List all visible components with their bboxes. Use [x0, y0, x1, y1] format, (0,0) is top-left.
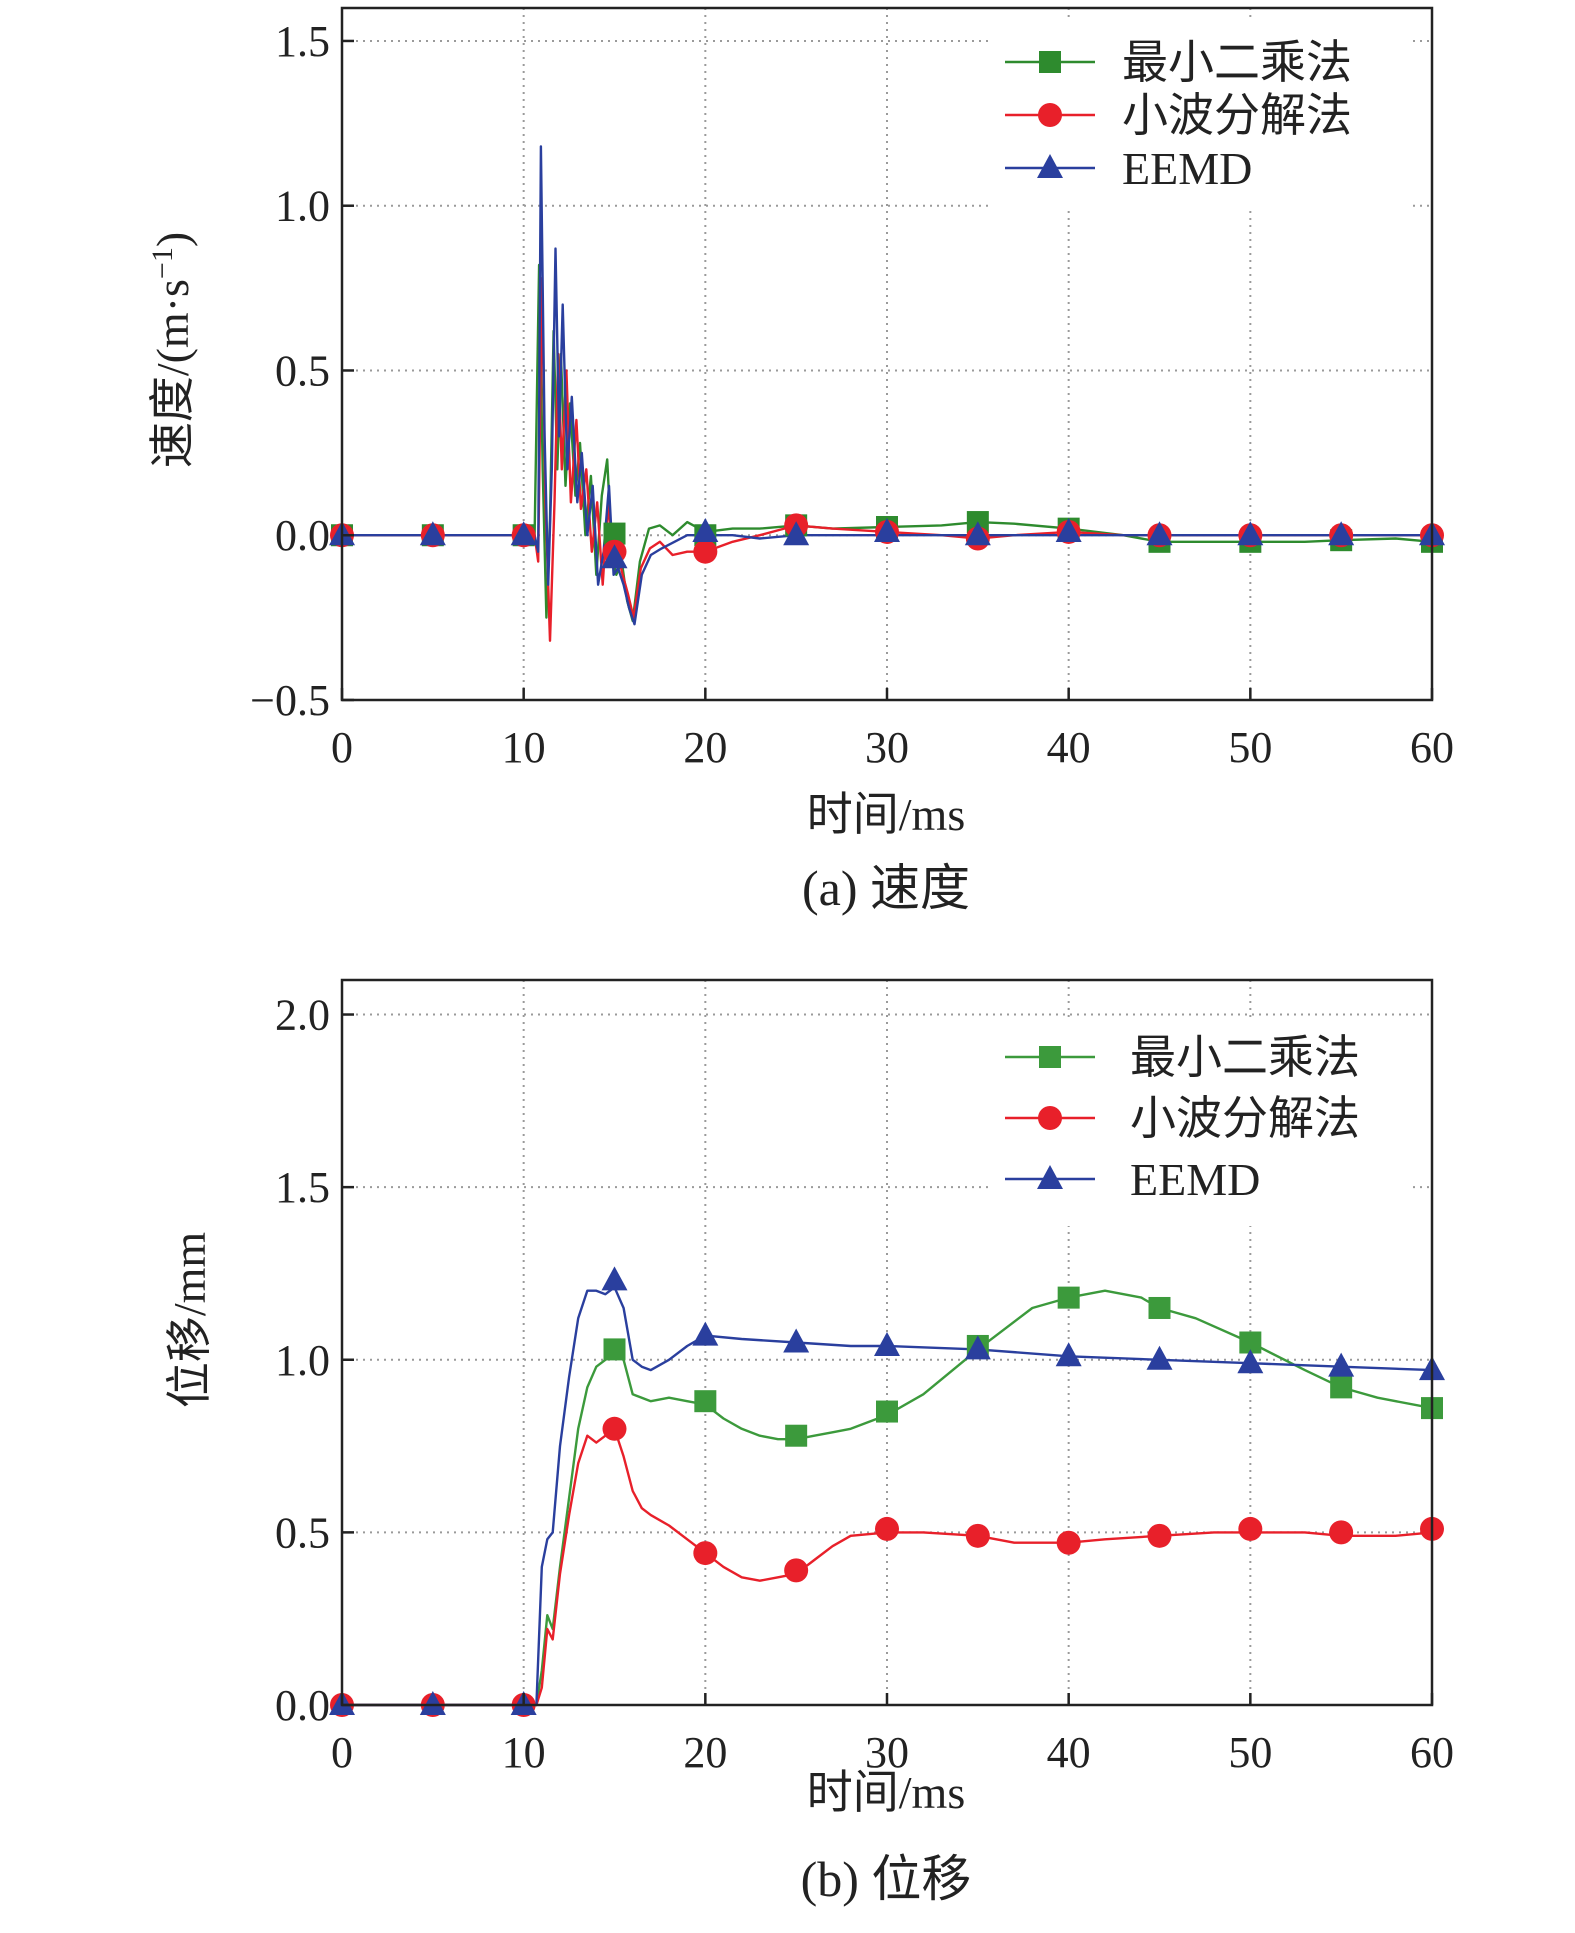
- series-3-marker: [510, 521, 537, 546]
- y-axis-title-exponent: −1: [146, 247, 179, 279]
- y-tick-label: 1.0: [275, 1336, 330, 1385]
- series-1-marker: [1148, 1296, 1171, 1319]
- series-line-2: [342, 1427, 1433, 1707]
- displacement-chart-panel: 0 10 20 30 40 50 60 0.0 0.5 1.0 1.5 2.0 最小二乘法小波分解法 E…: [0, 960, 1575, 1928]
- x-axis-title: 时间/ms: [807, 1767, 965, 1818]
- legend-label-2: 小波分解法: [1122, 90, 1352, 141]
- x-tick-label: 50: [1228, 723, 1272, 772]
- series-2-marker: [1329, 1520, 1354, 1545]
- series-1-marker: [603, 522, 626, 545]
- series-line-3: [342, 1286, 1433, 1707]
- series-1-marker: [785, 1424, 808, 1447]
- x-tick-label: 0: [331, 1728, 353, 1777]
- series-2-marker: [1056, 1530, 1081, 1555]
- legend-marker-2: [1038, 103, 1062, 127]
- x-tick-label: 20: [683, 1728, 727, 1777]
- x-tick-label: 10: [502, 723, 546, 772]
- series-3-marker: [874, 1331, 900, 1356]
- legend-label-3: EEMD: [1130, 1154, 1260, 1205]
- y-tick-label: 1.5: [275, 1163, 330, 1212]
- series-3-marker: [874, 517, 900, 542]
- series-3-marker: [1237, 521, 1264, 546]
- y-axis-title: 位移/mm: [164, 1232, 215, 1409]
- y-tick-label: 2.0: [275, 991, 330, 1040]
- series-2-marker: [693, 1541, 718, 1566]
- x-tick-label: 20: [683, 723, 727, 772]
- series-3-marker: [601, 544, 628, 569]
- series-2-marker: [875, 1516, 899, 1541]
- series-3-marker: [1146, 1345, 1173, 1370]
- legend-label-2: 小波分解法: [1130, 1093, 1360, 1144]
- y-axis-title-close: ): [147, 232, 198, 247]
- chart-caption: (b) 位移: [801, 1851, 972, 1907]
- legend-marker-2: [1038, 1106, 1062, 1130]
- y-tick-label: 0.0: [275, 1681, 330, 1730]
- series-3-marker: [1328, 521, 1355, 546]
- y-tick-label: −0.5: [250, 676, 330, 725]
- legend-marker-1: [1039, 1046, 1061, 1068]
- velocity-chart-panel: 0 10 20 30 40 50 60 −0.5 0.0 0.5 1.0 1.5 最小二乘法 小波分解法…: [0, 0, 1575, 960]
- legend-background: [993, 1017, 1413, 1226]
- y-tick-label: 0.5: [275, 346, 330, 395]
- series-3-marker: [1237, 1349, 1264, 1374]
- velocity-chart: 0 10 20 30 40 50 60 −0.5 0.0 0.5 1.0 1.5 最小二乘法小波分解法…: [146, 6, 1454, 916]
- series-3-marker: [783, 521, 810, 546]
- x-tick-label: 30: [865, 1728, 909, 1777]
- series-3-marker: [692, 1321, 719, 1346]
- legend-marker-3: [1037, 154, 1063, 178]
- series-3-marker: [419, 521, 446, 546]
- y-axis-title-main: 速度/(m·s: [147, 279, 198, 468]
- series-3-marker: [419, 1691, 446, 1715]
- legend-marker-1: [1039, 51, 1061, 73]
- x-tick-label: 40: [1047, 1728, 1091, 1777]
- series-3-marker: [1055, 1342, 1082, 1367]
- x-tick-label: 10: [502, 1728, 546, 1777]
- series-2-marker: [1147, 1523, 1172, 1548]
- y-tick-label: 0.5: [275, 1508, 330, 1557]
- series-3-marker: [1055, 517, 1082, 542]
- series-2-marker: [1238, 1516, 1263, 1541]
- series-2-marker: [693, 539, 718, 564]
- y-tick-label: 1.0: [275, 182, 330, 231]
- y-tick-label: 1.5: [275, 17, 330, 66]
- series-1-marker: [603, 1338, 626, 1361]
- x-tick-label: 50: [1228, 1728, 1272, 1777]
- series-1-marker: [1330, 1376, 1353, 1399]
- series-line-3: [342, 145, 1432, 626]
- x-tick-label: 60: [1410, 1728, 1454, 1777]
- series-2-marker: [965, 1523, 990, 1548]
- series-3-marker: [692, 517, 719, 542]
- series-3-marker: [1328, 1352, 1355, 1377]
- series-3-marker: [1146, 521, 1173, 546]
- series-1-marker: [694, 1390, 717, 1413]
- series-3-marker: [601, 1266, 628, 1291]
- x-axis-title: 时间/ms: [807, 789, 965, 840]
- x-tick-label: 30: [865, 723, 909, 772]
- series-2-marker: [784, 1558, 809, 1583]
- x-tick-label: 60: [1410, 723, 1454, 772]
- x-tick-label: 40: [1047, 723, 1091, 772]
- chart-caption: (a) 速度: [802, 860, 970, 916]
- legend-marker-3: [1037, 1165, 1063, 1189]
- series-3-marker: [783, 1328, 810, 1353]
- y-axis-title: 速度/(m·s−1): [146, 232, 199, 468]
- series-1-marker: [876, 1400, 898, 1423]
- legend-label-1: 最小二乘法: [1122, 37, 1352, 88]
- legend-label-1: 最小二乘法: [1130, 1032, 1360, 1083]
- legend-label-3: EEMD: [1122, 143, 1252, 194]
- y-tick-label: 0.0: [275, 511, 330, 560]
- series-3-marker: [964, 1335, 991, 1360]
- x-tick-label: 0: [331, 723, 353, 772]
- series-1-marker: [1057, 1286, 1080, 1309]
- series-line-2: [342, 277, 1432, 642]
- series-1-marker: [1239, 1331, 1262, 1354]
- series-3-marker: [964, 521, 991, 546]
- series-2-marker: [602, 1416, 627, 1441]
